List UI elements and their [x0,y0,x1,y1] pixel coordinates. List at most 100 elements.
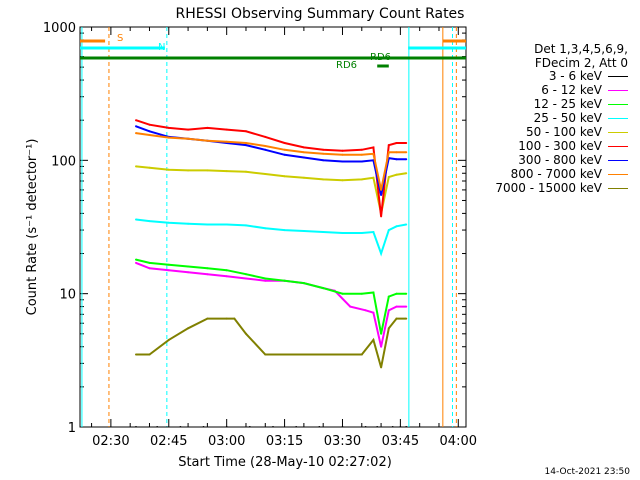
series-point [322,178,325,181]
series-point [395,173,398,176]
series-point [187,327,190,330]
series-point [360,178,363,181]
series-point [206,169,209,172]
series-point [283,153,286,156]
legend-item: 12 - 25 keV [534,98,628,111]
series-point [391,426,394,427]
series-point [341,149,344,152]
series-point [341,232,344,234]
series-point [248,426,251,427]
series-point [225,128,228,131]
series-point [387,229,390,232]
series-point [322,353,325,356]
series-point [135,353,137,356]
x-tick-label: 04:00 [440,434,477,449]
legend-header-detectors: Det 1,3,4,5,6,9, [534,42,628,56]
legend-swatch [608,118,628,119]
series-point [264,135,267,138]
series-point [148,220,151,223]
series-point [148,261,151,264]
series-point [135,426,137,427]
series-point [148,130,151,133]
series-point [405,158,408,161]
flag-annotation: RD6 [336,60,357,71]
series-point [302,353,305,356]
series-point [272,426,274,427]
series-point [302,146,305,149]
legend-item: 25 - 50 keV [534,112,628,125]
flag-annotation: N [158,42,165,53]
series-point [187,128,190,131]
legend-swatch [608,160,628,161]
chart-title: RHESSI Observing Summary Count Rates [176,6,465,22]
series-point [372,231,375,233]
series-point [148,267,151,270]
series-point [302,156,305,159]
series-point [380,252,383,255]
series-point [405,305,408,308]
series-line [135,119,407,217]
series-point [380,194,383,196]
series-line [135,125,407,196]
series-point [364,309,367,312]
series-point [167,269,170,272]
series-point [380,366,383,369]
series-point [395,292,398,295]
series-point [372,146,375,149]
series-group [135,119,408,427]
series-point [360,232,363,234]
series-point [135,132,137,135]
legend-swatch [608,188,628,189]
series-point [283,148,286,151]
series-point [206,126,209,129]
series-point [167,168,170,171]
series-point [264,227,267,230]
series-point [187,137,190,140]
legend-item-label: 100 - 300 keV [518,139,602,153]
series-point [225,317,228,320]
legend-swatch [608,132,628,133]
series-point [380,332,383,335]
series-point [167,136,170,139]
series-point [405,292,408,295]
series-point [349,305,352,308]
series-line [136,317,407,368]
series-point [206,273,209,276]
series-point [245,170,247,173]
legend-item: 800 - 7000 keV [511,168,628,181]
series-point [302,282,305,285]
series-point [167,338,170,341]
series-point [206,139,209,142]
series-point [322,152,325,155]
legend-item: 100 - 300 keV [518,140,628,153]
series-point [395,151,398,154]
x-axis-label: Start Time (28-May-10 02:27:02) [178,455,392,470]
series-point [245,277,247,280]
series-point [245,273,247,276]
series-point [225,223,228,226]
series-point [156,426,159,427]
series-point [135,125,137,128]
series-point [322,231,325,233]
series-point [283,279,286,282]
series-point [341,160,344,163]
series-point [264,353,267,356]
legend-item-label: 800 - 7000 keV [510,167,602,181]
x-tick-label: 02:45 [150,434,187,449]
series-point [283,353,286,356]
series-line [135,258,407,335]
legend-swatch [608,90,628,91]
y-tick-label: 1 [68,421,76,436]
series-point [167,263,170,266]
series-line [135,165,407,214]
series-point [187,265,190,268]
series-point [206,267,209,270]
series-point [372,152,375,155]
series-point [225,269,228,272]
legend-item: 7000 - 15000 keV [495,182,628,195]
series-point [387,309,390,312]
series-point [376,426,379,427]
series-point [148,123,151,126]
series-point [341,292,344,295]
series-point [387,151,390,154]
